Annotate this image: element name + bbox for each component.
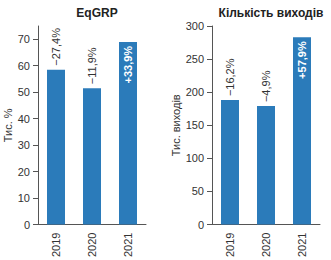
svg-text:2020: 2020 — [260, 233, 272, 257]
svg-text:250: 250 — [186, 53, 204, 65]
svg-text:10: 10 — [18, 192, 30, 204]
svg-text:2021: 2021 — [122, 233, 134, 257]
svg-text:150: 150 — [186, 119, 204, 131]
svg-text:50: 50 — [192, 185, 204, 197]
svg-text:−16,2%: −16,2% — [224, 58, 236, 96]
svg-text:2020: 2020 — [86, 233, 98, 257]
svg-text:Тис. виходів: Тис. виходів — [170, 94, 182, 156]
svg-text:0: 0 — [24, 219, 30, 231]
svg-text:0: 0 — [198, 219, 204, 231]
svg-text:+57,9%: +57,9% — [296, 41, 308, 79]
svg-text:300: 300 — [186, 20, 204, 32]
svg-text:70: 70 — [18, 33, 30, 45]
svg-text:60: 60 — [18, 60, 30, 72]
svg-text:200: 200 — [186, 86, 204, 98]
svg-text:−4,9%: −4,9% — [260, 70, 272, 102]
svg-text:EqGRP: EqGRP — [76, 6, 117, 20]
svg-text:2021: 2021 — [296, 233, 308, 257]
svg-text:Тис. %: Тис. % — [2, 108, 14, 142]
svg-text:−27,4%: −27,4% — [50, 28, 62, 66]
svg-text:20: 20 — [18, 166, 30, 178]
svg-text:Кількість виходів: Кількість виходів — [219, 6, 324, 20]
svg-text:30: 30 — [18, 139, 30, 151]
svg-text:100: 100 — [186, 152, 204, 164]
svg-text:40: 40 — [18, 113, 30, 125]
svg-text:−11,9%: −11,9% — [86, 47, 98, 84]
svg-text:2019: 2019 — [224, 233, 236, 257]
svg-text:2019: 2019 — [50, 233, 62, 257]
svg-text:50: 50 — [18, 86, 30, 98]
svg-text:+33,9%: +33,9% — [122, 46, 134, 84]
